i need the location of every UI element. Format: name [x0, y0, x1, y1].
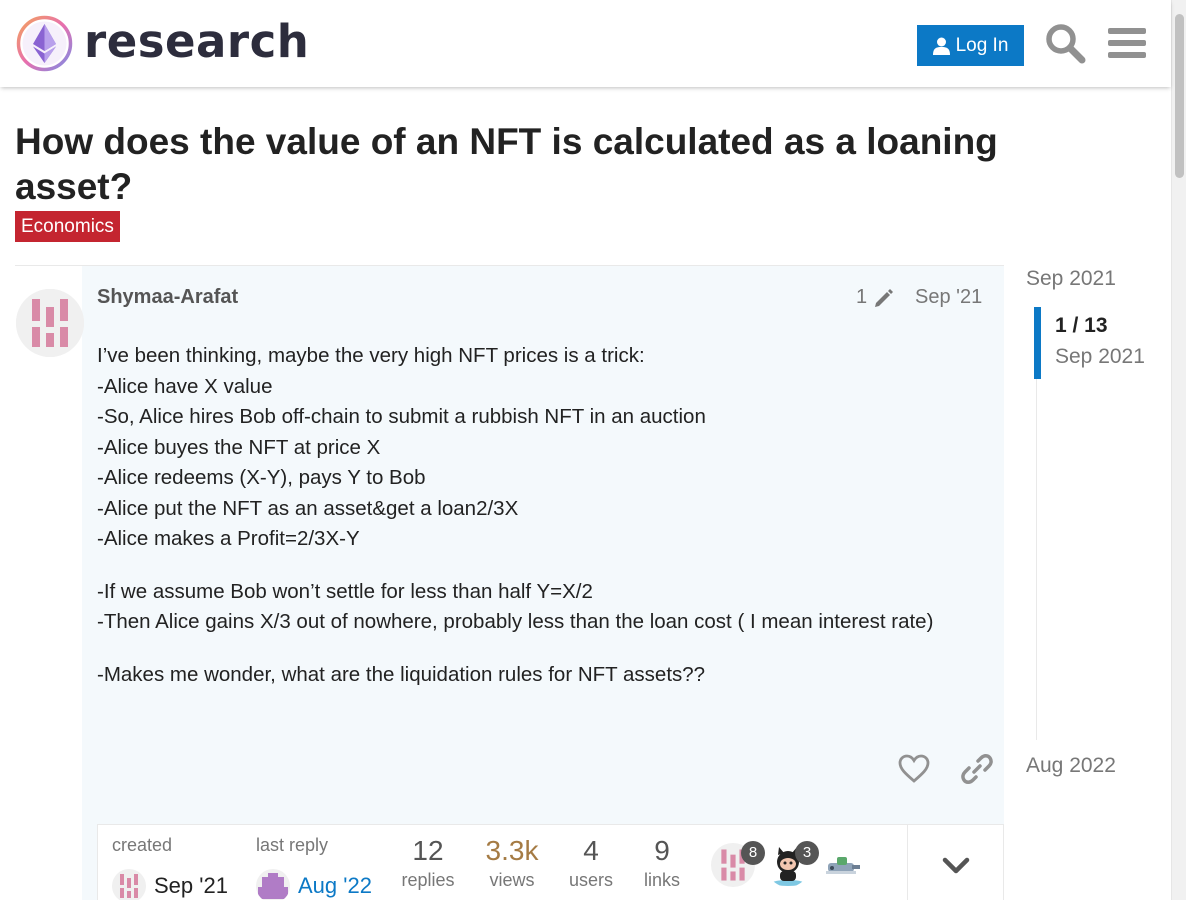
- participant-avatar[interactable]: [822, 843, 864, 885]
- links-count: 9: [654, 835, 670, 866]
- topic-title[interactable]: How does the value of an NFT is calculat…: [15, 121, 998, 207]
- topic-map: created Sep '21 last reply Aug '2: [97, 824, 1004, 900]
- created-label: created: [112, 835, 173, 855]
- share-link-icon[interactable]: [960, 752, 994, 786]
- timeline-handle[interactable]: [1034, 307, 1041, 379]
- views-stat: 3.3k views: [478, 834, 546, 891]
- last-reply-label: last reply: [256, 835, 329, 855]
- post-line: -Alice redeems (X-Y), pays Y to Bob: [97, 466, 426, 489]
- search-icon[interactable]: [1044, 22, 1086, 64]
- post-line: I’ve been thinking, maybe the very high …: [97, 344, 645, 367]
- links-stat: 9 links: [638, 834, 686, 891]
- users-label: users: [568, 870, 613, 890]
- last-replier-avatar: [256, 869, 290, 900]
- ethereum-logo-icon: [16, 15, 73, 72]
- timeline-track[interactable]: [1036, 307, 1037, 740]
- edit-count: 1: [856, 286, 868, 308]
- participant-post-count: 8: [741, 841, 765, 865]
- post-line: -Makes me wonder, what are the liquidati…: [97, 662, 706, 686]
- timeline-position-date: Sep 2021: [1055, 345, 1145, 368]
- author-avatar[interactable]: [16, 289, 84, 357]
- timeline-start-date[interactable]: Sep 2021: [1026, 267, 1116, 290]
- identicon-avatar-icon: [16, 289, 84, 357]
- topic-map-separator: [907, 825, 908, 900]
- post-line: -So, Alice hires Bob off-chain to submit…: [97, 405, 706, 428]
- post-line: -If we assume Bob won’t settle for less …: [97, 579, 593, 603]
- chevron-down-icon[interactable]: [940, 850, 972, 882]
- timeline-position: 1 / 13: [1055, 314, 1108, 337]
- last-reply-info[interactable]: Aug '22: [256, 869, 372, 900]
- post-paragraph: -Makes me wonder, what are the liquidati…: [97, 660, 1002, 691]
- post-line: -Alice put the NFT as an asset&get a loa…: [97, 496, 519, 520]
- post-line: -Alice makes a Profit=2/3X-Y: [97, 527, 360, 550]
- page-scrollbar[interactable]: [1171, 0, 1186, 900]
- last-reply-date: Aug '22: [298, 873, 372, 898]
- identicon-avatar-icon: [112, 869, 146, 900]
- scrollbar-thumb[interactable]: [1175, 14, 1184, 178]
- post-paragraph: I’ve been thinking, maybe the very high …: [97, 341, 1002, 555]
- participant-post-count: 3: [795, 841, 819, 865]
- replies-count: 12: [412, 835, 444, 866]
- users-stat: 4 users: [562, 834, 620, 891]
- timeline-end-date[interactable]: Aug 2022: [1026, 754, 1116, 777]
- participant-avatar[interactable]: [766, 843, 810, 887]
- user-icon: [932, 37, 950, 55]
- site-logo[interactable]: research: [16, 15, 309, 72]
- post-date[interactable]: Sep '21: [915, 286, 983, 308]
- post-line: -Alice buyes the NFT at price X: [97, 435, 381, 459]
- post-line: -Alice have X value: [97, 374, 273, 398]
- views-count: 3.3k: [485, 835, 539, 866]
- created-date: Sep '21: [154, 873, 228, 898]
- edit-history-button[interactable]: 1: [856, 286, 895, 309]
- login-button[interactable]: Log In: [917, 25, 1024, 66]
- creator-avatar: [112, 869, 146, 900]
- views-label: views: [489, 870, 535, 890]
- links-label: links: [643, 870, 680, 890]
- post-paragraph: -If we assume Bob won’t settle for less …: [97, 577, 1002, 638]
- site-header: research Log In: [0, 0, 1171, 87]
- post-line: -Then Alice gains X/3 out of nowhere, pr…: [97, 610, 934, 633]
- post-container: [82, 266, 1004, 900]
- post-body: I’ve been thinking, maybe the very high …: [97, 341, 1002, 712]
- users-count: 4: [583, 835, 599, 866]
- identicon-avatar-icon: [256, 869, 290, 900]
- replies-stat: 12 replies: [396, 834, 460, 891]
- site-name: research: [84, 15, 310, 68]
- pencil-icon: [875, 288, 894, 307]
- login-label: Log In: [955, 34, 1009, 56]
- category-badge[interactable]: Economics: [15, 211, 120, 242]
- created-info[interactable]: Sep '21: [112, 869, 228, 900]
- octocat-avatar-icon: [766, 843, 810, 887]
- like-heart-icon[interactable]: [897, 752, 931, 786]
- replies-label: replies: [401, 870, 455, 890]
- post-divider: [15, 265, 1004, 266]
- robot-avatar-icon: [822, 843, 864, 885]
- post-author-name[interactable]: Shymaa-Arafat: [97, 286, 239, 308]
- hamburger-menu-icon[interactable]: [1106, 22, 1148, 64]
